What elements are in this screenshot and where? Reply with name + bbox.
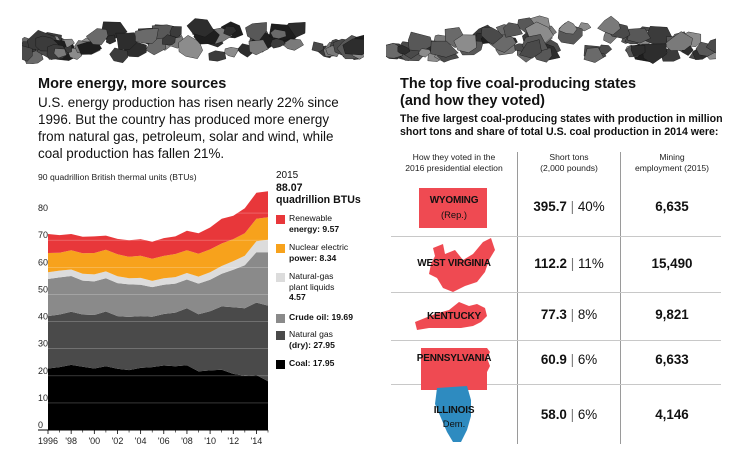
coal-lumps-banner-right: [386, 15, 716, 64]
employment-cell: 15,490: [651, 256, 693, 271]
state-name: PENNSYLVANIA: [416, 353, 492, 364]
legend-swatch: [276, 215, 285, 224]
right-title-line: (and how they voted): [400, 93, 545, 109]
left-title: More energy, more sources: [38, 76, 227, 92]
legend-line: Nuclear electric: [289, 242, 349, 252]
column-divider: [620, 152, 621, 444]
right-subtitle-line: short tons and share of total U.S. coal …: [400, 126, 719, 138]
row-divider: [391, 340, 721, 341]
x-tick-label: 1996: [38, 436, 58, 446]
state-name: ILLINOIS: [433, 405, 475, 416]
legend-item-natural-gas: Natural gas (dry): 27.95: [276, 329, 335, 350]
y-tick-label: 30: [38, 339, 48, 349]
body-line: 1996. But the country has produced more …: [38, 112, 330, 127]
column-header-employment: Mining employment (2015): [634, 152, 710, 173]
legend-item-coal: Coal: 17.95: [276, 358, 334, 369]
legend-line: Renewable: [289, 213, 332, 223]
legend-line: plant liquids: [289, 281, 335, 292]
legend-item-nuclear: Nuclear electric power: 8.34: [276, 242, 348, 263]
legend-swatch: [276, 314, 285, 323]
column-header-tons: Short tons (2,000 pounds): [540, 152, 598, 173]
legend-item-renewable: Renewable energy: 9.57: [276, 213, 339, 234]
x-tick-label: '02: [112, 436, 124, 446]
x-tick-label: '06: [158, 436, 170, 446]
body-line: U.S. energy production has risen nearly …: [38, 95, 339, 110]
legend-swatch: [276, 331, 285, 340]
y-tick-label: 10: [38, 393, 48, 403]
x-tick-label: '10: [204, 436, 216, 446]
energy-stacked-area-chart: 0 10 20 30 40 50 60 70 80 1996 '98 '00 '02 '04 '06 '08 '…: [38, 191, 269, 446]
legend-swatch: [276, 360, 285, 369]
area-series-nuclear-electric-power: [48, 217, 268, 281]
column-header-vote: How they voted in the 2016 presidential e…: [405, 152, 503, 173]
legend-swatch: [276, 273, 285, 282]
pennsylvania-shape: [421, 348, 490, 390]
y-tick-label: 70: [38, 230, 48, 240]
state-name: KENTUCKY: [427, 311, 481, 322]
legend-line: power: 8.34: [289, 252, 337, 263]
y-tick-label: 60: [38, 257, 48, 267]
column-divider: [517, 152, 518, 444]
chart-unit-label: 90 quadrillion British thermal units (BT…: [38, 172, 197, 182]
kentucky-shape: [415, 302, 487, 330]
coal-lumps-banner-left: [22, 18, 364, 64]
employment-cell: 6,633: [655, 352, 689, 367]
state-party: Dem.: [442, 418, 466, 429]
x-tick-label: '98: [65, 436, 77, 446]
legend-line: (dry): 27.95: [289, 339, 335, 350]
employment-cell: 9,821: [655, 307, 689, 322]
y-tick-label: 50: [38, 284, 48, 294]
tons-cell: 112.2 | 11%: [534, 256, 604, 271]
area-series-crude-oil: [48, 252, 268, 317]
row-divider: [391, 236, 721, 237]
legend-line: energy: 9.57: [289, 223, 340, 234]
state-name: WYOMING: [429, 195, 479, 206]
x-tick-label: '00: [88, 436, 100, 446]
chart-legend: 2015 88.07 quadrillion BTUs Renewable ene…: [276, 170, 366, 370]
y-tick-label: 80: [38, 203, 48, 213]
right-title-line: The top five coal-producing states: [400, 76, 637, 92]
wyoming-shape: [419, 188, 487, 228]
legend-total-value: 88.07: [276, 182, 303, 194]
legend-item-crude-oil: Crude oil: 19.69: [276, 312, 353, 323]
y-tick-label: 40: [38, 312, 48, 322]
tons-cell: 77.3 | 8%: [540, 307, 598, 322]
state-party: (Rep.): [440, 209, 468, 220]
legend-line: Coal: 17.95: [289, 358, 335, 368]
y-tick-label: 0: [38, 420, 43, 430]
row-divider: [391, 292, 721, 293]
area-series-natural-gas-plant-liquids: [48, 239, 268, 288]
area-series-natural-gas-dry-: [48, 302, 268, 382]
x-tick-label: '08: [181, 436, 193, 446]
state-name: WEST VIRGINIA: [417, 258, 491, 269]
row-divider: [391, 384, 721, 385]
y-tick-label: 20: [38, 366, 48, 376]
legend-line: 4.57: [289, 292, 306, 302]
right-subtitle-line: The five largest coal-producing states w…: [400, 113, 723, 125]
body-line: from natural gas, petroleum, solar and w…: [38, 129, 334, 144]
tons-cell: 58.0 | 6%: [540, 407, 598, 422]
x-tick-label: '12: [227, 436, 239, 446]
x-tick-label: '04: [135, 436, 147, 446]
legend-total-year: 2015: [276, 170, 299, 181]
body-line: coal production has fallen 21%.: [38, 146, 225, 161]
area-series-renewable-energy: [48, 191, 268, 259]
area-series-coal: [48, 364, 268, 430]
employment-cell: 6,635: [655, 199, 689, 214]
legend-item-ngpl: Natural-gas plant liquids 4.57: [276, 271, 334, 303]
legend-total-unit: quadrillion BTUs: [276, 194, 361, 206]
legend-line: Natural gas: [289, 329, 333, 339]
legend-line: Natural-gas: [289, 271, 334, 281]
employment-cell: 4,146: [655, 407, 689, 422]
tons-cell: 60.9 | 6%: [540, 352, 598, 367]
illinois-shape: [435, 386, 471, 442]
legend-line: Crude oil: 19.69: [289, 312, 353, 322]
tons-cell: 395.7 | 40%: [533, 199, 605, 214]
x-tick-label: '14: [251, 436, 263, 446]
legend-swatch: [276, 244, 285, 253]
state-shapes: [415, 188, 495, 442]
west-virginia-shape: [429, 238, 495, 292]
